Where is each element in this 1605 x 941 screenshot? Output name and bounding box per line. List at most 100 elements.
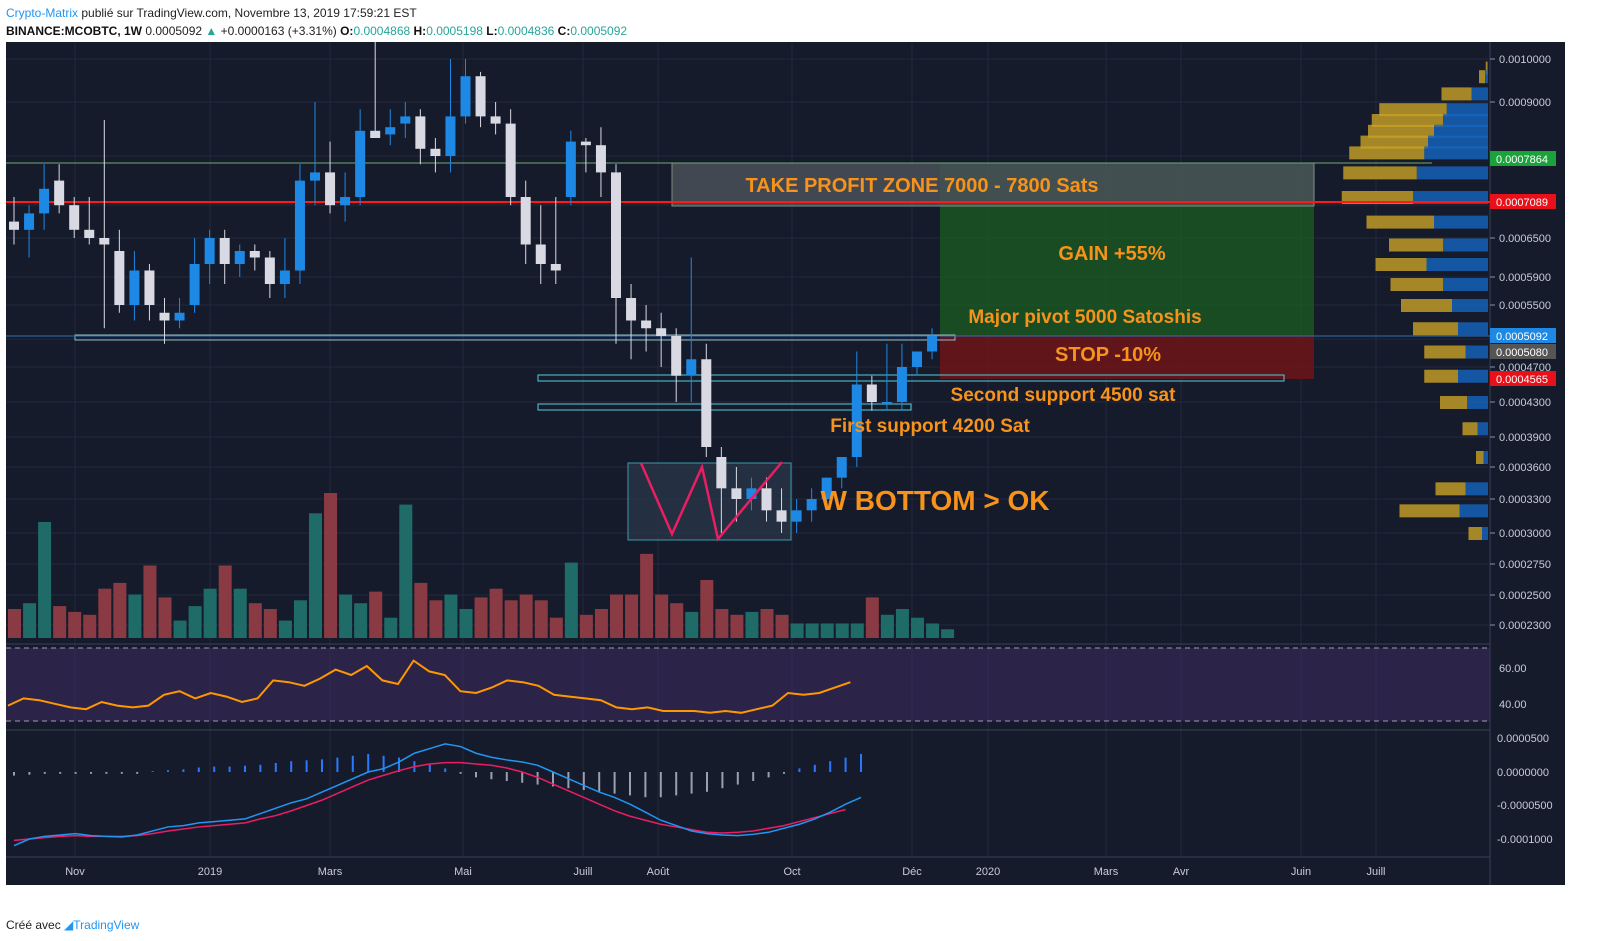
macd-line xyxy=(13,743,862,847)
vp-buy-19 xyxy=(1462,422,1478,436)
last-price: 0.0005092 xyxy=(145,24,203,38)
vp-buy-7 xyxy=(1349,146,1425,160)
vp-buy-23 xyxy=(1468,527,1482,540)
candle-body-17 xyxy=(264,257,275,284)
volume-bar-42 xyxy=(640,553,654,638)
y-tick-label-5: 0.0005500 xyxy=(1499,300,1551,312)
low-label: L: xyxy=(486,24,498,38)
vp-buy-14 xyxy=(1401,299,1452,312)
footer: Créé avec ◢TradingView xyxy=(6,918,139,932)
candle-body-46 xyxy=(701,359,712,447)
vp-sell-4 xyxy=(1443,114,1488,127)
vp-sell-21 xyxy=(1465,482,1488,496)
candle-body-6 xyxy=(99,238,110,245)
price-badge-label-0: 0.0007864 xyxy=(1496,154,1548,166)
volume-bar-47 xyxy=(715,609,729,638)
vp-buy-9 xyxy=(1341,191,1413,204)
time-axis-label-1: 2019 xyxy=(198,866,222,878)
volume-bar-61 xyxy=(926,623,940,638)
candle-body-40 xyxy=(611,172,621,298)
vp-sell-7 xyxy=(1424,146,1488,160)
volume-bar-62 xyxy=(941,629,955,638)
volume-bar-29 xyxy=(444,594,458,638)
time-axis-label-3: Mai xyxy=(454,866,472,878)
time-axis-label-2: Mars xyxy=(318,866,343,878)
high-label: H: xyxy=(413,24,427,38)
vp-buy-8 xyxy=(1343,166,1417,180)
y-tick-label-9: 0.0003600 xyxy=(1499,462,1551,474)
candle-body-33 xyxy=(505,123,516,197)
vp-sell-1 xyxy=(1485,70,1488,84)
vp-sell-15 xyxy=(1458,322,1488,336)
y-tick-label-13: 0.0002500 xyxy=(1499,590,1551,602)
close-value: 0.0005092 xyxy=(570,24,628,38)
candle-body-44 xyxy=(671,336,682,376)
vp-sell-8 xyxy=(1416,166,1488,180)
vp-sell-19 xyxy=(1477,422,1488,436)
price-badge-label-3: 0.0005080 xyxy=(1496,347,1548,359)
y-tick-label-4: 0.0005900 xyxy=(1499,272,1551,284)
volume-bar-12 xyxy=(188,606,202,638)
price-badge-label-1: 0.0007089 xyxy=(1496,197,1548,209)
vp-sell-12 xyxy=(1426,258,1488,271)
time-axis-label-10: Avr xyxy=(1173,866,1190,878)
price-badges: 0.0007864 0.0007089 0.0005092 0.0005080 0.00… xyxy=(1490,151,1556,386)
volume-bar-35 xyxy=(534,600,548,638)
pivot-line xyxy=(74,334,956,341)
candle-body-21 xyxy=(325,172,336,206)
volume-bar-30 xyxy=(459,609,473,638)
volume-bar-49 xyxy=(745,611,759,638)
open-value: 0.0004868 xyxy=(353,24,411,38)
vp-buy-0 xyxy=(1485,61,1488,75)
candle-body-10 xyxy=(159,312,170,321)
vp-sell-13 xyxy=(1443,278,1488,291)
volume-bar-5 xyxy=(83,614,97,638)
candle-body-59 xyxy=(896,367,907,402)
rsi-line xyxy=(7,659,851,714)
volume-bar-1 xyxy=(23,603,37,638)
vp-buy-13 xyxy=(1390,278,1443,291)
candle-body-24 xyxy=(370,130,381,138)
vp-buy-20 xyxy=(1476,451,1484,464)
vp-buy-21 xyxy=(1435,482,1466,496)
time-axis-label-7: Déc xyxy=(902,866,922,878)
volume-bar-4 xyxy=(68,611,82,638)
candle-body-27 xyxy=(415,116,426,149)
vp-buy-12 xyxy=(1375,258,1427,271)
take-profit-zone xyxy=(671,162,1315,207)
candle-body-2 xyxy=(39,188,50,214)
volume-bar-46 xyxy=(700,580,714,638)
candle-body-12 xyxy=(189,264,200,305)
candle-body-49 xyxy=(746,488,757,499)
candle-body-50 xyxy=(761,488,772,511)
vp-buy-15 xyxy=(1413,322,1458,336)
volume-bar-8 xyxy=(128,594,142,638)
price-axis-background xyxy=(1490,42,1565,885)
annotation-zones xyxy=(6,162,1490,541)
vp-sell-23 xyxy=(1482,527,1488,540)
candle-body-52 xyxy=(791,510,802,522)
volume-bar-27 xyxy=(414,582,428,638)
tradingview-link[interactable]: TradingView xyxy=(73,918,140,932)
trading-chart[interactable]: TAKE PROFIT ZONE 7000 - 7800 Sats GAIN +5… xyxy=(0,42,1565,885)
y-tick-label-3: 0.0006500 xyxy=(1499,233,1551,245)
volume-bar-18 xyxy=(278,620,292,638)
y-tick-label-0: 0.0010000 xyxy=(1499,54,1551,66)
candle-body-30 xyxy=(460,76,471,117)
chart-header: Crypto-Matrix publié sur TradingView.com… xyxy=(6,4,627,40)
volume-bar-2 xyxy=(38,522,52,638)
volume-bars xyxy=(8,493,955,638)
candle-body-38 xyxy=(580,141,591,146)
macd-pane: 0.0000500 0.0000000 -0.0000500 -0.0001000 xyxy=(6,729,1553,847)
volume-bar-0 xyxy=(8,609,21,638)
open-label: O: xyxy=(340,24,354,38)
volume-bar-59 xyxy=(895,609,909,638)
author-link[interactable]: Crypto-Matrix xyxy=(6,6,79,20)
volume-bar-10 xyxy=(158,597,172,638)
close-label: C: xyxy=(557,24,571,38)
candle-body-13 xyxy=(204,238,215,264)
rsi-band xyxy=(6,648,1490,721)
candle-body-53 xyxy=(806,499,817,511)
candle-body-11 xyxy=(174,312,185,321)
first-support-label: First support 4200 Sat xyxy=(830,416,1030,437)
